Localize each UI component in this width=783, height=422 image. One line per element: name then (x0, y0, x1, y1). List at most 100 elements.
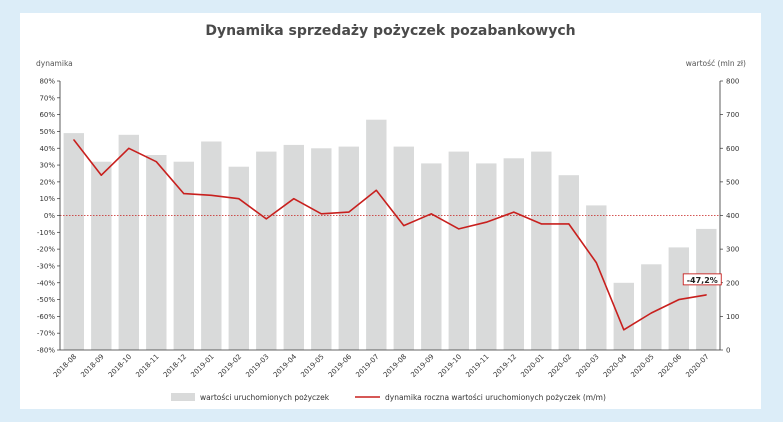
bar (393, 146, 414, 350)
dynamics-line (73, 139, 707, 331)
y-right-axis-label: wartość (mln zł) (686, 59, 746, 68)
x-tick-label: 2019-08 (382, 353, 408, 379)
dynamics-point (403, 225, 405, 227)
y-left-tick-label: 20% (39, 178, 55, 186)
bar (338, 146, 359, 350)
chart-svg: dynamika wartość (mln zł) -80% -70% -60% -5… (36, 59, 746, 402)
y-right-tick-label: 500 (726, 178, 739, 186)
bar (256, 151, 277, 350)
bar (586, 205, 607, 350)
x-tick-label: 2018-11 (134, 353, 160, 379)
y-right-tick-label: 400 (726, 212, 739, 220)
y-left-tick-label: -30% (37, 262, 55, 270)
x-tick-label: 2019-09 (409, 353, 435, 379)
dynamics-point (595, 262, 597, 264)
y-left-tick-label: 40% (39, 145, 55, 153)
x-tick-label: 2018-09 (79, 353, 105, 379)
x-tick-label: 2020-07 (684, 353, 710, 379)
dynamics-point (73, 139, 75, 141)
annotation-box (682, 273, 722, 286)
y-left-tick-label: -70% (37, 330, 55, 338)
x-tick-label: 2020-02 (547, 353, 573, 379)
bar (613, 282, 634, 351)
dynamics-point (183, 193, 185, 195)
bar (146, 155, 167, 350)
annotation-label: -47,2% (687, 276, 718, 285)
y-left-tick-label: 10% (39, 195, 55, 203)
bar (173, 161, 194, 350)
dynamics-point (678, 299, 680, 301)
y-right-tick-label: 0 (726, 347, 730, 355)
bar (311, 148, 332, 351)
y-left-tick-label: -10% (37, 229, 55, 237)
dynamics-point (375, 189, 377, 191)
y-right-tick-label: 200 (726, 279, 739, 287)
dynamics-point (458, 228, 460, 230)
legend-line-label: dynamika roczna wartości uruchomionych p… (385, 393, 606, 402)
y-left-tick-label: -40% (37, 279, 55, 287)
dynamics-point (293, 198, 295, 200)
bar (283, 144, 304, 350)
x-tick-label: 2020-04 (602, 352, 629, 379)
bar (63, 133, 84, 350)
bar (476, 163, 497, 350)
legend-bar-label: wartości uruchomionych pożyczek (200, 393, 330, 402)
legend: wartości uruchomionych pożyczek dynamika… (171, 393, 606, 402)
y-left-tick-label: -60% (37, 313, 55, 321)
dynamics-point (320, 213, 322, 215)
y-right-tick-label: 600 (726, 145, 739, 153)
x-tick-label: 2018-08 (52, 353, 78, 379)
bar (641, 264, 662, 350)
dynamics-point (155, 161, 157, 163)
y-right-tick-label: 800 (726, 78, 739, 86)
dynamics-point (513, 211, 515, 213)
bar (118, 134, 139, 350)
bar (91, 161, 112, 350)
bar (201, 141, 222, 350)
x-tick-label: 2019-07 (354, 353, 380, 379)
x-tick-label: 2019-06 (327, 352, 354, 379)
dynamics-point (238, 198, 240, 200)
y-left-tick-label: 50% (39, 128, 55, 136)
bar (448, 151, 469, 350)
bar (228, 166, 249, 350)
y-right-tick-label: 100 (726, 313, 739, 321)
bar (366, 119, 387, 350)
line-group: -47,2% (73, 139, 722, 331)
dynamics-point (128, 147, 130, 149)
y-left-tick-label: 60% (39, 111, 55, 119)
dynamics-point (623, 329, 625, 331)
x-ticks-group: 2018-08 2018-09 2018-10 2018-11 2018-12 2019-… (52, 352, 711, 379)
x-tick-label: 2019-10 (437, 353, 463, 379)
bar (558, 175, 579, 350)
x-tick-label: 2019-03 (244, 353, 270, 379)
chart-title: Dynamika sprzedaży pożyczek pozabankowyc… (205, 23, 576, 39)
axes-group: -80% -70% -60% -50% -40% -30% -20% -10% 0% 10% 20%… (37, 78, 739, 355)
y-left-tick-label: -50% (37, 296, 55, 304)
bar (668, 247, 689, 350)
x-tick-label: 2019-05 (299, 353, 325, 379)
x-tick-label: 2018-12 (162, 353, 188, 379)
dynamics-point (650, 312, 652, 314)
x-tick-label: 2020-05 (629, 353, 655, 379)
x-tick-label: 2019-01 (189, 353, 215, 379)
chart-card: Dynamika sprzedaży pożyczek pozabankowyc… (20, 13, 761, 409)
bars-group (63, 119, 717, 351)
dynamics-point (265, 218, 267, 220)
y-left-axis-label: dynamika (36, 59, 73, 68)
y-left-tick-label: -80% (37, 347, 55, 355)
bar (421, 163, 442, 350)
dynamics-point (210, 194, 212, 196)
x-tick-label: 2020-01 (519, 353, 545, 379)
dynamics-point (100, 174, 102, 176)
x-tick-label: 2019-12 (492, 353, 518, 379)
y-left-tick-label: 80% (39, 78, 55, 86)
dynamics-point (568, 223, 570, 225)
x-tick-label: 2020-03 (574, 353, 600, 379)
bar (696, 228, 717, 350)
y-left-tick-label: 70% (39, 94, 55, 102)
dynamics-point (705, 294, 707, 296)
legend-bar-swatch (171, 393, 195, 401)
dynamics-point (540, 223, 542, 225)
dynamics-point (430, 213, 432, 215)
